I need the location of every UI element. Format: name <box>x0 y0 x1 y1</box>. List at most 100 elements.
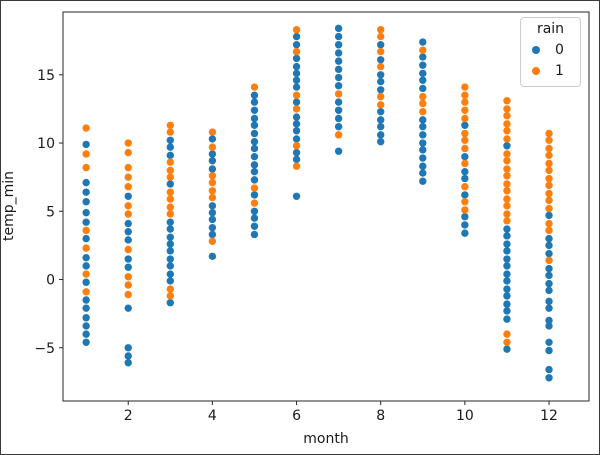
data-point <box>503 142 511 150</box>
data-point <box>377 122 385 131</box>
data-point <box>250 176 259 184</box>
data-point <box>250 106 259 114</box>
data-point <box>292 120 301 128</box>
data-point <box>292 47 301 56</box>
data-point <box>545 204 553 213</box>
data-point <box>292 62 301 71</box>
y-tick-label: 0 <box>46 273 55 289</box>
data-point <box>208 215 217 224</box>
y-tick-label: 5 <box>46 204 55 220</box>
data-point <box>503 150 511 158</box>
data-point <box>545 271 553 280</box>
data-point <box>292 155 301 164</box>
data-point <box>461 98 469 106</box>
data-point <box>545 181 553 190</box>
legend-entry: 0 <box>521 39 580 60</box>
data-point <box>545 234 553 243</box>
data-point <box>250 114 259 123</box>
data-point <box>461 206 469 214</box>
data-point <box>503 217 511 225</box>
x-tick-label: 2 <box>124 408 133 424</box>
data-point <box>124 273 132 281</box>
data-point <box>166 210 175 218</box>
data-point <box>545 144 553 153</box>
legend-marker-icon <box>532 66 540 75</box>
data-point <box>503 338 511 347</box>
data-point <box>545 159 553 168</box>
y-tick-label: 10 <box>37 136 55 152</box>
data-point <box>461 129 469 138</box>
data-point <box>250 214 259 222</box>
data-point <box>250 167 259 176</box>
data-point <box>377 26 385 34</box>
axes-frame <box>62 11 590 402</box>
data-point <box>250 184 259 192</box>
data-point <box>250 137 259 146</box>
data-point <box>545 297 553 306</box>
data-point <box>250 98 259 106</box>
data-point <box>377 62 385 71</box>
data-point <box>166 262 175 270</box>
data-point <box>292 98 301 106</box>
data-point <box>545 264 553 273</box>
data-point <box>292 91 301 99</box>
data-point <box>250 91 259 99</box>
data-point <box>208 143 217 151</box>
data-point <box>250 230 259 239</box>
data-point <box>503 262 511 270</box>
data-point <box>334 73 343 82</box>
data-point <box>545 316 553 325</box>
data-point <box>419 99 427 108</box>
data-point <box>292 135 301 143</box>
data-point <box>292 148 301 157</box>
data-point <box>208 230 217 239</box>
data-point <box>503 165 511 173</box>
data-point <box>82 188 90 196</box>
data-point <box>82 253 90 262</box>
data-point <box>334 32 343 41</box>
data-point <box>461 106 469 114</box>
data-point <box>545 166 553 175</box>
data-point <box>124 290 132 299</box>
data-point <box>166 299 175 307</box>
data-point <box>334 82 343 90</box>
data-point <box>292 127 301 135</box>
data-point <box>377 131 385 139</box>
data-point <box>419 38 427 46</box>
data-point <box>503 240 511 248</box>
data-point <box>545 136 553 145</box>
data-point <box>503 292 511 300</box>
data-point <box>124 148 132 157</box>
data-point <box>377 32 385 41</box>
data-point <box>419 146 427 154</box>
data-point <box>377 137 385 146</box>
data-point <box>419 177 427 185</box>
data-point <box>461 152 469 161</box>
data-point <box>166 188 175 196</box>
data-point <box>503 172 511 180</box>
data-point <box>292 41 301 49</box>
data-point <box>545 279 553 288</box>
data-point <box>377 101 385 109</box>
data-point <box>545 338 553 347</box>
data-point <box>334 65 343 74</box>
data-point <box>503 135 511 143</box>
data-point <box>166 225 175 233</box>
y-tick-label: 15 <box>37 68 55 84</box>
data-point <box>82 208 90 217</box>
data-point <box>166 203 175 211</box>
data-point <box>124 304 132 312</box>
data-point <box>334 131 343 139</box>
data-point <box>82 322 90 330</box>
data-point <box>124 255 132 263</box>
data-point <box>166 121 175 129</box>
data-point <box>82 296 90 304</box>
data-point <box>503 120 511 128</box>
data-point <box>166 180 175 188</box>
data-point <box>82 330 90 338</box>
data-point <box>208 172 217 180</box>
data-point <box>334 147 343 155</box>
data-point <box>208 135 217 143</box>
data-point <box>419 46 427 54</box>
